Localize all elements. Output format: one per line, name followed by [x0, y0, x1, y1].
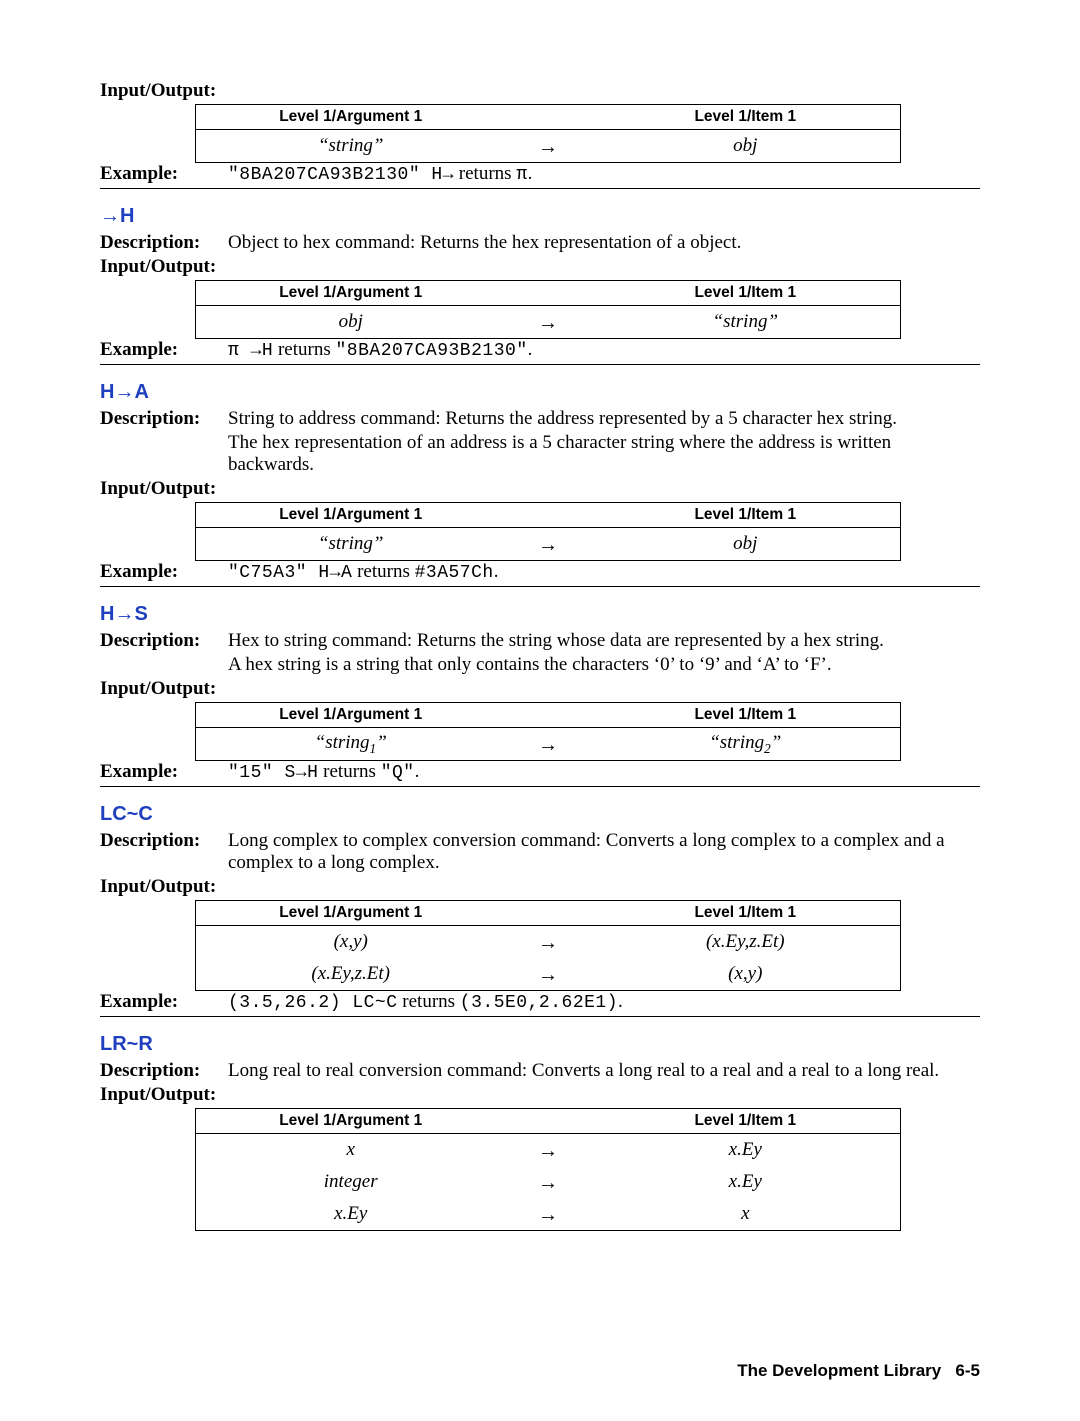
io-table-LRR: Level 1/Argument 1 Level 1/Item 1 x → x.… — [195, 1108, 901, 1231]
th-item: Level 1/Item 1 — [591, 281, 901, 306]
arg-cell: x.Ey — [196, 1198, 506, 1231]
arrow-icon: → — [538, 964, 558, 986]
heading-LCC: LC~C — [100, 803, 980, 826]
th-arg: Level 1/Argument 1 — [196, 503, 506, 528]
item-cell: obj — [591, 130, 901, 163]
description-text: Long complex to complex conversion comma… — [228, 830, 980, 874]
description-label: Description: — [100, 408, 228, 430]
example-content: "C75A3" H→A returns #3A57Ch. — [228, 561, 980, 583]
arrow-icon: → — [538, 1204, 558, 1226]
heading-HtoA: H→A — [100, 381, 980, 404]
th-arg: Level 1/Argument 1 — [196, 1109, 506, 1134]
item-cell: x.Ey — [591, 1166, 901, 1198]
example-label: Example: — [100, 339, 228, 361]
io-label: Input/Output: — [100, 678, 228, 700]
th-item: Level 1/Item 1 — [591, 1109, 901, 1134]
arg-cell: integer — [196, 1166, 506, 1198]
arrow-icon: → — [538, 932, 558, 954]
io-label: Input/Output: — [100, 478, 228, 500]
th-arg: Level 1/Argument 1 — [196, 105, 506, 130]
item-cell: “string2” — [591, 728, 901, 761]
description-text: Hex to string command: Returns the strin… — [228, 630, 980, 652]
example-content: "8BA207CA93B2130" H→ returns π. — [228, 163, 980, 185]
example-content: π →H returns "8BA207CA93B2130". — [228, 339, 980, 361]
io-label: Input/Output: — [100, 876, 228, 898]
example-label: Example: — [100, 561, 228, 583]
example-content: (3.5,26.2) LC~C returns (3.5E0,2.62E1). — [228, 991, 980, 1013]
item-cell: (x.Ey,z.Et) — [591, 926, 901, 959]
description2-text: A hex string is a string that only conta… — [228, 654, 980, 676]
arrow-icon: → — [538, 1172, 558, 1194]
th-item: Level 1/Item 1 — [591, 901, 901, 926]
footer-title: The Development Library — [737, 1361, 941, 1380]
example-label: Example: — [100, 991, 228, 1013]
arg-cell: (x,y) — [196, 926, 506, 959]
io-table-pre: Level 1/Argument 1 Level 1/Item 1 “strin… — [195, 104, 901, 163]
section-HtoA: H→A Description: String to address comma… — [100, 381, 980, 587]
example-label: Example: — [100, 163, 228, 185]
page-footer: The Development Library 6-5 — [100, 1361, 980, 1381]
th-item: Level 1/Item 1 — [591, 105, 901, 130]
th-item: Level 1/Item 1 — [591, 703, 901, 728]
item-cell: x — [591, 1198, 901, 1231]
io-table-HtoA: Level 1/Argument 1 Level 1/Item 1 “strin… — [195, 502, 901, 561]
description-label: Description: — [100, 1060, 228, 1082]
th-item: Level 1/Item 1 — [591, 503, 901, 528]
section-pre: Input/Output: Level 1/Argument 1 Level 1… — [100, 80, 980, 189]
section-HtoS: H→S Description: Hex to string command: … — [100, 603, 980, 787]
example-label: Example: — [100, 761, 228, 783]
description-label: Description: — [100, 232, 228, 254]
description-text: String to address command: Returns the a… — [228, 408, 980, 430]
arrow-icon: → — [538, 1140, 558, 1162]
io-label: Input/Output: — [100, 80, 228, 102]
io-table-HtoS: Level 1/Argument 1 Level 1/Item 1 “strin… — [195, 702, 901, 761]
th-arg: Level 1/Argument 1 — [196, 281, 506, 306]
section-LCC: LC~C Description: Long complex to comple… — [100, 803, 980, 1017]
th-arg: Level 1/Argument 1 — [196, 703, 506, 728]
arg-cell: “string” — [196, 130, 506, 163]
arg-cell: obj — [196, 306, 506, 339]
example-content: "15" S→H returns "Q". — [228, 761, 980, 783]
th-arg: Level 1/Argument 1 — [196, 901, 506, 926]
section-toH: →H Description: Object to hex command: R… — [100, 205, 980, 365]
io-label: Input/Output: — [100, 256, 228, 278]
item-cell: obj — [591, 528, 901, 561]
section-LRR: LR~R Description: Long real to real conv… — [100, 1033, 980, 1231]
description-label: Description: — [100, 830, 228, 852]
footer-page: 6-5 — [955, 1361, 980, 1380]
arg-cell: “string” — [196, 528, 506, 561]
heading-LRR: LR~R — [100, 1033, 980, 1056]
arrow-icon: → — [538, 312, 558, 334]
arrow-icon: → — [538, 734, 558, 756]
description-text: Long real to real conversion command: Co… — [228, 1060, 980, 1082]
heading-toH: →H — [100, 205, 980, 228]
io-table-toH: Level 1/Argument 1 Level 1/Item 1 obj → … — [195, 280, 901, 339]
arrow-icon: → — [538, 534, 558, 556]
item-cell: (x,y) — [591, 958, 901, 991]
io-label: Input/Output: — [100, 1084, 228, 1106]
arg-cell: (x.Ey,z.Et) — [196, 958, 506, 991]
item-cell: “string” — [591, 306, 901, 339]
arg-cell: “string1” — [196, 728, 506, 761]
arrow-icon: → — [538, 136, 558, 158]
arg-cell: x — [196, 1134, 506, 1167]
io-table-LCC: Level 1/Argument 1 Level 1/Item 1 (x,y) … — [195, 900, 901, 991]
description-label: Description: — [100, 630, 228, 652]
item-cell: x.Ey — [591, 1134, 901, 1167]
heading-HtoS: H→S — [100, 603, 980, 626]
description2-text: The hex representation of an address is … — [228, 432, 980, 476]
description-text: Object to hex command: Returns the hex r… — [228, 232, 980, 254]
